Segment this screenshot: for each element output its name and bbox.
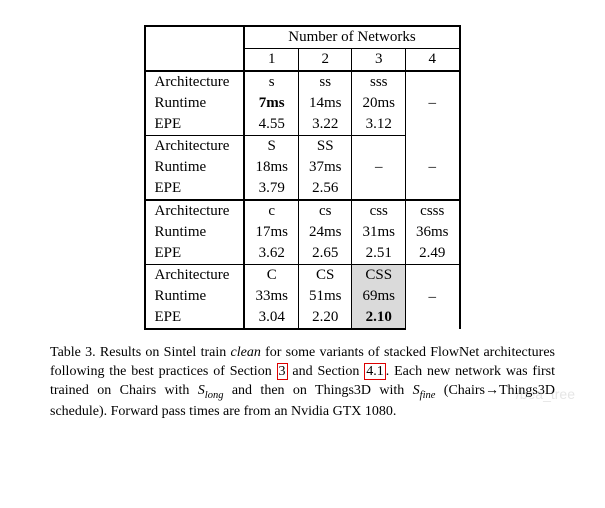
row-label-arch: Architecture — [145, 200, 244, 222]
cell: 18ms — [244, 157, 298, 178]
cell: – — [352, 136, 406, 201]
row-label-epe: EPE — [145, 243, 244, 265]
cell: 24ms — [298, 222, 352, 243]
cell: ss — [298, 71, 352, 93]
col-header: 3 — [352, 49, 406, 72]
cell-highlight: 2.10 — [352, 307, 406, 329]
results-table: Number of Networks 1 2 3 4 Architecture … — [144, 25, 460, 330]
cell: 2.51 — [352, 243, 406, 265]
empty-corner — [145, 26, 244, 49]
header-group: Number of Networks — [244, 26, 459, 49]
cell: 51ms — [298, 286, 352, 307]
row-label-epe: EPE — [145, 307, 244, 329]
cell-highlight: CSS — [352, 265, 406, 287]
row-label-runtime: Runtime — [145, 222, 244, 243]
cell: 2.56 — [298, 178, 352, 200]
cell: csss — [406, 200, 460, 222]
col-header: 1 — [244, 49, 298, 72]
cell: 7ms — [244, 93, 298, 114]
cell: 31ms — [352, 222, 406, 243]
cell: 3.22 — [298, 114, 352, 136]
row-label-arch: Architecture — [145, 71, 244, 93]
cell: SS — [298, 136, 352, 158]
symbol-sub: long — [205, 390, 224, 401]
table-caption: Table 3. Results on Sintel train clean f… — [50, 344, 555, 422]
cell: 17ms — [244, 222, 298, 243]
cell: 3.04 — [244, 307, 298, 329]
row-label-epe: EPE — [145, 178, 244, 200]
cell-highlight: 69ms — [352, 286, 406, 307]
cell: – — [406, 265, 460, 330]
cell: c — [244, 200, 298, 222]
caption-text: and then on Things3D with — [223, 383, 412, 398]
caption-text: and Section — [288, 364, 365, 379]
cell: 36ms — [406, 222, 460, 243]
caption-italic: clean — [231, 345, 261, 360]
cell: – — [406, 71, 460, 136]
cell: – — [406, 136, 460, 201]
cell: 14ms — [298, 93, 352, 114]
symbol: S — [198, 383, 205, 398]
cell: 4.55 — [244, 114, 298, 136]
row-label-arch: Architecture — [145, 136, 244, 158]
cell: 3.62 — [244, 243, 298, 265]
cell: 3.79 — [244, 178, 298, 200]
cell: C — [244, 265, 298, 287]
cell: cs — [298, 200, 352, 222]
symbol: S — [413, 383, 420, 398]
cell: 20ms — [352, 93, 406, 114]
cell: 2.20 — [298, 307, 352, 329]
symbol-sub: fine — [420, 390, 436, 401]
cell: s — [244, 71, 298, 93]
cell: 2.65 — [298, 243, 352, 265]
col-header: 2 — [298, 49, 352, 72]
cell: 3.12 — [352, 114, 406, 136]
row-label-runtime: Runtime — [145, 157, 244, 178]
cell: 2.49 — [406, 243, 460, 265]
section-ref[interactable]: 4.1 — [364, 363, 386, 380]
cell: 37ms — [298, 157, 352, 178]
cell: 33ms — [244, 286, 298, 307]
caption-text: Table 3. Results on Sintel train — [50, 345, 231, 360]
cell: CS — [298, 265, 352, 287]
row-label-runtime: Runtime — [145, 93, 244, 114]
cell: S — [244, 136, 298, 158]
col-header: 4 — [406, 49, 460, 72]
row-label-arch: Architecture — [145, 265, 244, 287]
section-ref[interactable]: 3 — [277, 363, 288, 380]
cell: css — [352, 200, 406, 222]
cell: sss — [352, 71, 406, 93]
row-label-epe: EPE — [145, 114, 244, 136]
empty-corner-2 — [145, 49, 244, 72]
row-label-runtime: Runtime — [145, 286, 244, 307]
